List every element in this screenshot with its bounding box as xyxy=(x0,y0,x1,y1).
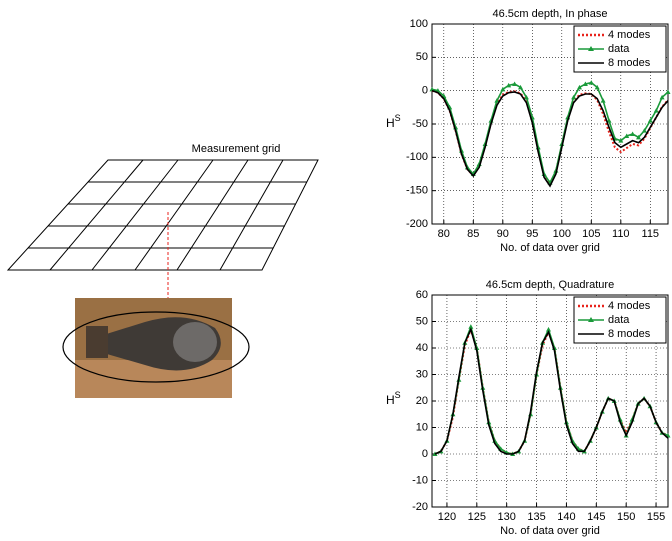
y-tick-label: -20 xyxy=(412,501,428,513)
y-axis-label: HS xyxy=(386,113,401,130)
legend-label: 4 modes xyxy=(608,29,651,41)
legend-marker xyxy=(588,46,594,51)
data-point xyxy=(506,82,512,88)
y-tick-label: 0 xyxy=(422,448,428,460)
data-point xyxy=(665,89,671,94)
y-tick-label: 100 xyxy=(410,18,428,30)
x-tick-label: 85 xyxy=(467,228,479,240)
chart-title: 46.5cm depth, In phase xyxy=(493,8,608,20)
x-tick-label: 130 xyxy=(498,511,516,523)
legend-label: 8 modes xyxy=(608,57,651,69)
y-tick-label: 0 xyxy=(422,85,428,97)
x-tick-label: 110 xyxy=(612,228,630,240)
x-tick-label: 135 xyxy=(527,511,545,523)
y-tick-label: -100 xyxy=(406,151,428,163)
series-layer xyxy=(432,324,671,456)
legend: 4 modes data 8 modes xyxy=(573,296,667,344)
y-tick-label: 50 xyxy=(416,51,428,63)
measurement-grid xyxy=(6,159,319,271)
x-tick-label: 115 xyxy=(642,228,660,240)
chart: 46.5cm depth, In phase -200 -150 -100 -50 0 50… xyxy=(386,8,671,254)
x-axis-label: No. of data over grid xyxy=(500,242,600,254)
data-point xyxy=(500,86,506,92)
plot-frame xyxy=(431,294,669,508)
data-point xyxy=(468,324,474,329)
y-tick-label: 40 xyxy=(416,342,428,354)
x-tick-label: 90 xyxy=(497,228,509,240)
legend-label: 4 modes xyxy=(608,300,651,312)
data-point xyxy=(630,131,636,136)
data-point xyxy=(653,108,659,113)
chart-title: 46.5cm depth, Quadrature xyxy=(486,279,614,291)
data-point xyxy=(523,94,529,100)
y-axis-label: HS xyxy=(386,390,401,407)
x-tick-label: 95 xyxy=(526,228,538,240)
x-tick-label: 80 xyxy=(438,228,450,240)
photo xyxy=(62,298,250,398)
data-point xyxy=(641,128,647,133)
data-point xyxy=(582,81,588,86)
y-tick-label: 30 xyxy=(416,368,428,380)
y-tick-label: -200 xyxy=(406,218,428,230)
diagram-label: Measurement grid xyxy=(192,143,281,155)
y-tick-label: -10 xyxy=(412,474,428,486)
y-axis-label-sup: S xyxy=(395,113,401,123)
x-tick-label: 100 xyxy=(553,228,571,240)
data-point xyxy=(429,86,435,92)
data-point xyxy=(594,84,600,90)
series-line xyxy=(434,324,669,455)
data-point xyxy=(618,138,624,143)
y-tick-label: -150 xyxy=(406,185,428,197)
legend-marker xyxy=(588,317,594,322)
x-tick-label: 155 xyxy=(647,511,665,523)
x-tick-label: 145 xyxy=(587,511,605,523)
legend-label: data xyxy=(608,43,630,55)
series-line xyxy=(431,89,669,188)
y-tick-label: -50 xyxy=(412,118,428,130)
data-point xyxy=(624,133,630,138)
data-point xyxy=(494,98,500,103)
chart: 46.5cm depth, Quadrature -20 -10 0 10 20 30 40 5… xyxy=(386,279,671,537)
x-tick-label: 105 xyxy=(582,228,600,240)
y-axis-label-base: H xyxy=(386,116,395,130)
legend-label: 8 modes xyxy=(608,328,651,340)
data-point xyxy=(577,84,582,90)
y-tick-label: 10 xyxy=(416,421,428,433)
series-layer xyxy=(429,80,671,188)
y-axis-label-sup: S xyxy=(395,390,401,400)
x-tick-label: 120 xyxy=(438,511,456,523)
legend: 4 modes data 8 modes xyxy=(573,25,667,73)
y-axis-label-base: H xyxy=(386,393,395,407)
x-tick-label: 140 xyxy=(557,511,575,523)
series-line xyxy=(434,327,669,455)
x-tick-label: 125 xyxy=(468,511,486,523)
x-tick-label: 150 xyxy=(617,511,635,523)
y-tick-label: 50 xyxy=(416,315,428,327)
data-point xyxy=(647,118,653,123)
data-point xyxy=(512,81,518,86)
y-tick-label: 20 xyxy=(416,395,428,407)
data-point xyxy=(518,84,523,90)
data-point xyxy=(659,94,665,100)
plot-frame xyxy=(431,23,669,225)
diagram: Measurement grid xyxy=(6,143,319,398)
y-tick-label: 60 xyxy=(416,289,428,301)
x-axis-label: No. of data over grid xyxy=(500,525,600,537)
data-point xyxy=(546,326,552,332)
data-point xyxy=(636,134,641,140)
legend-label: data xyxy=(608,314,630,326)
data-point xyxy=(571,94,577,100)
data-point xyxy=(600,98,606,103)
data-point xyxy=(588,80,594,85)
